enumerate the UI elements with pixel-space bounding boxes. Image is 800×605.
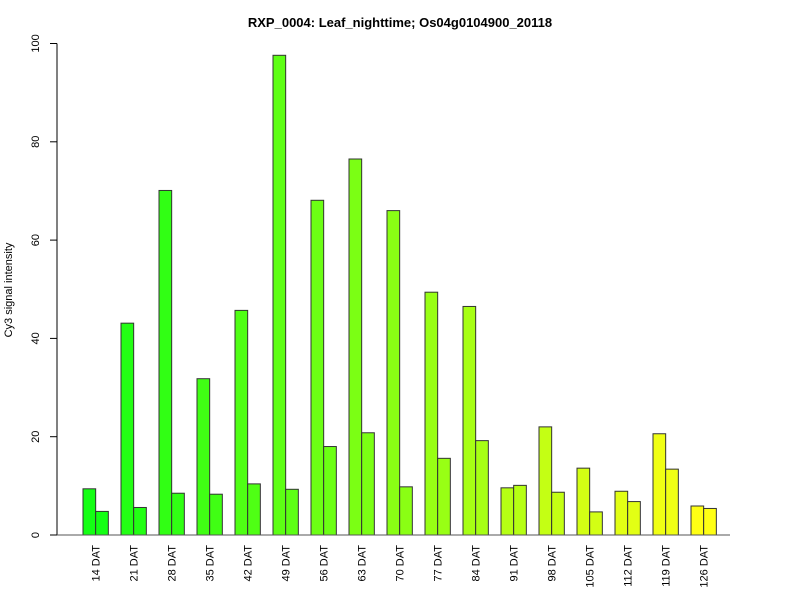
- x-tick-label: 84 DAT: [471, 545, 483, 582]
- bar-14-dat-1: [82, 488, 97, 536]
- bar-49-dat-1: [272, 54, 287, 536]
- x-tick-label: 105 DAT: [585, 545, 597, 588]
- x-tick-label: 42 DAT: [243, 545, 255, 582]
- bar-56-dat-2: [323, 446, 337, 536]
- y-tick-label: 20: [30, 431, 42, 443]
- bar-70-dat-2: [399, 486, 413, 536]
- bar-119-dat-1: [652, 433, 667, 536]
- x-tick-label: 56 DAT: [319, 545, 331, 582]
- bar-70-dat-1: [386, 210, 401, 536]
- bar-91-dat-1: [500, 487, 515, 536]
- y-tick-label: 100: [30, 34, 42, 52]
- x-tick-label: 63 DAT: [357, 545, 369, 582]
- chart-title: RXP_0004: Leaf_nighttime; Os04g0104900_2…: [248, 15, 552, 30]
- bar-63-dat-2: [361, 432, 375, 536]
- bar-84-dat-1: [462, 305, 477, 536]
- bar-28-dat-1: [158, 189, 173, 536]
- bar-21-dat-1: [120, 322, 135, 536]
- bar-105-dat-2: [589, 511, 603, 536]
- bar-21-dat-2: [133, 506, 147, 536]
- bar-14-dat-2: [95, 510, 109, 536]
- bar-63-dat-1: [348, 158, 363, 536]
- bar-119-dat-2: [665, 468, 679, 536]
- bar-105-dat-1: [576, 467, 591, 536]
- bar-42-dat-2: [247, 483, 261, 536]
- y-axis-label: Cy3 signal intensity: [3, 242, 15, 337]
- bar-126-dat-1: [690, 505, 705, 536]
- bar-49-dat-2: [285, 488, 299, 536]
- y-axis: 0 20 40 60 80 100: [30, 34, 58, 538]
- bar-126-dat-2: [703, 507, 717, 536]
- x-tick-label: 119 DAT: [661, 545, 673, 587]
- bar-28-dat-2: [171, 492, 185, 536]
- x-tick-label: 49 DAT: [281, 545, 293, 582]
- x-tick-label: 70 DAT: [395, 545, 407, 582]
- x-tick-label: 14 DAT: [91, 545, 103, 582]
- y-tick-label: 60: [30, 234, 42, 246]
- bar-112-dat-2: [627, 501, 641, 536]
- x-tick-label: 98 DAT: [547, 545, 559, 582]
- x-tick-label: 112 DAT: [623, 545, 635, 587]
- bars: [82, 54, 717, 536]
- x-tick-label: 28 DAT: [167, 545, 179, 582]
- x-tick-label: 77 DAT: [433, 545, 445, 582]
- x-tick-label: 91 DAT: [509, 545, 521, 582]
- bar-77-dat-2: [437, 457, 451, 536]
- y-tick-label: 0: [30, 532, 42, 538]
- bar-91-dat-2: [513, 484, 527, 536]
- bar-84-dat-2: [475, 440, 489, 536]
- bar-56-dat-1: [310, 199, 325, 536]
- bar-98-dat-2: [551, 491, 565, 536]
- bar-35-dat-2: [209, 493, 223, 536]
- x-axis-labels: 14 DAT 21 DAT 28 DAT 35 DAT 42 DAT 49 DAT 56 D…: [91, 545, 711, 588]
- x-tick-label: 35 DAT: [205, 545, 217, 582]
- bar-42-dat-1: [234, 309, 249, 536]
- x-tick-label: 126 DAT: [699, 545, 711, 588]
- bar-77-dat-1: [424, 291, 439, 536]
- bar-98-dat-1: [538, 426, 553, 536]
- bar-35-dat-1: [196, 378, 211, 536]
- bar-112-dat-1: [614, 490, 629, 536]
- x-tick-label: 21 DAT: [129, 545, 141, 582]
- y-tick-label: 80: [30, 136, 42, 148]
- y-tick-label: 40: [30, 332, 42, 344]
